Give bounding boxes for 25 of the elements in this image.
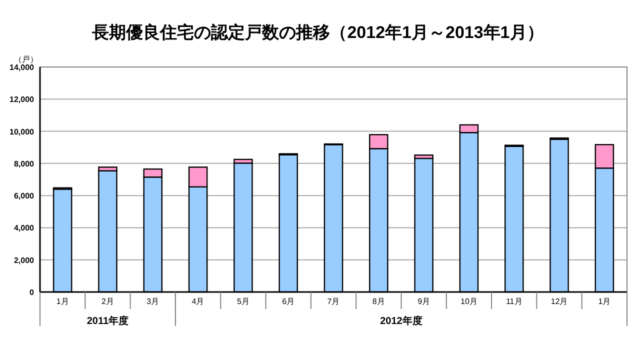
y-tick-label: 8,000 bbox=[14, 159, 35, 168]
y-tick-label: 4,000 bbox=[14, 224, 35, 233]
y-axis-title: （戸） bbox=[14, 55, 38, 64]
x-tick-label: 5月 bbox=[236, 297, 250, 306]
y-tick-label: 10,000 bbox=[10, 127, 35, 136]
x-tick-label: 12月 bbox=[550, 297, 568, 306]
y-tick-label: 2,000 bbox=[14, 256, 35, 265]
x-tick-label: 9月 bbox=[418, 297, 430, 306]
x-tick-label: 6月 bbox=[282, 297, 295, 306]
y-tick-label: 0 bbox=[30, 288, 35, 297]
x-tick-label: 3月 bbox=[146, 297, 160, 306]
x-tick-label: 4月 bbox=[192, 297, 204, 306]
y-tick-label: 14,000 bbox=[10, 63, 35, 72]
chart-title: 長期優良住宅の認定戸数の推移（2012年1月～2013年1月） bbox=[91, 23, 544, 42]
x-tick-label: 1月 bbox=[56, 297, 69, 306]
text: 2012年度 bbox=[380, 315, 422, 327]
text: 2011年度 bbox=[86, 315, 129, 327]
x-tick-label: 1月 bbox=[598, 297, 611, 306]
y-tick-label: 6,000 bbox=[14, 192, 35, 201]
x-tick-label: 7月 bbox=[327, 297, 340, 306]
x-tick-label: 2月 bbox=[102, 297, 114, 306]
x-tick-label: 8月 bbox=[372, 297, 385, 306]
y-tick-label: 12,000 bbox=[10, 95, 35, 104]
x-tick-label: 11月 bbox=[506, 297, 522, 306]
x-tick-label: 10月 bbox=[460, 297, 478, 306]
